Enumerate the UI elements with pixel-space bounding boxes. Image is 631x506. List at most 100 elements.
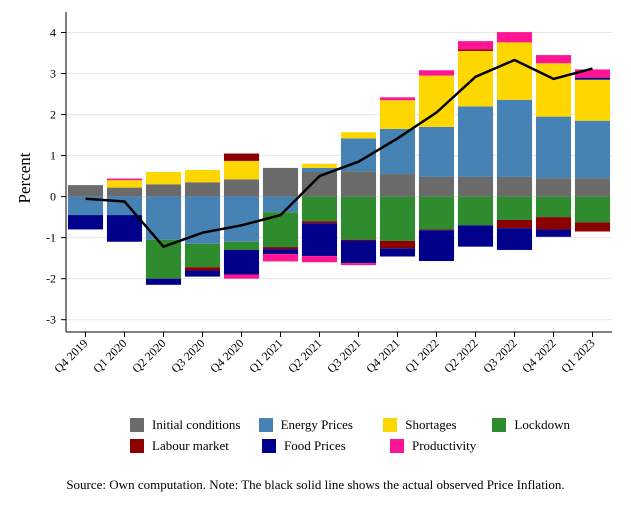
bar-food-prices <box>496 228 533 250</box>
legend-swatch <box>258 417 273 432</box>
bar-food-prices <box>67 215 104 230</box>
y-tick-label: 1 <box>50 149 56 163</box>
legend-label: Productivity <box>412 437 477 453</box>
bar-energy-prices <box>223 196 260 242</box>
bar-shortages <box>379 100 416 129</box>
legend: Initial conditions Energy Prices Shortag… <box>130 414 570 456</box>
y-tick-label: -1 <box>46 231 56 245</box>
y-tick-label: 0 <box>50 190 56 204</box>
bar-lockdown <box>457 196 494 226</box>
x-tick-label: Q2 2020 <box>129 336 168 375</box>
bar-labour-market <box>574 222 611 232</box>
bar-initial-conditions <box>496 176 533 197</box>
bar-initial-conditions <box>379 174 416 197</box>
x-tick-label: Q1 2023 <box>558 336 597 375</box>
bar-shortages <box>535 63 572 117</box>
bar-shortages <box>496 42 533 100</box>
bar-food-prices <box>106 215 143 242</box>
y-tick-label: -3 <box>46 313 56 327</box>
bar-labour-market <box>496 220 533 229</box>
bar-lockdown <box>340 196 377 240</box>
bar-productivity <box>340 263 377 266</box>
bar-energy-prices <box>262 196 299 213</box>
legend-label: Labour market <box>152 437 229 453</box>
bar-productivity <box>106 178 143 181</box>
bar-labour-market <box>340 239 377 241</box>
bar-shortages <box>184 169 221 183</box>
bar-productivity <box>496 32 533 43</box>
bar-shortages <box>340 132 377 139</box>
bar-initial-conditions <box>262 167 299 197</box>
source-note: Source: Own computation. Note: The black… <box>66 477 565 492</box>
x-tick-label: Q4 2021 <box>363 336 402 375</box>
legend-item-productivity: Productivity <box>390 438 476 454</box>
legend-item-lockdown: Lockdown <box>492 417 570 433</box>
x-tick-label: Q4 2020 <box>207 336 246 375</box>
bar-food-prices <box>379 248 416 257</box>
bar-food-prices <box>301 223 338 257</box>
bar-labour-market <box>457 49 494 51</box>
y-tick-label: -2 <box>46 272 56 286</box>
bar-energy-prices <box>301 167 338 172</box>
inflation-line-group <box>85 58 593 248</box>
bar-food-prices <box>184 270 221 277</box>
bar-energy-prices <box>496 99 533 177</box>
x-tick-label: Q1 2021 <box>246 336 285 375</box>
bar-lockdown <box>496 196 533 220</box>
bar-energy-prices <box>535 116 572 179</box>
bar-initial-conditions <box>184 182 221 197</box>
legend-swatch <box>390 438 404 453</box>
bar-labour-market <box>379 240 416 249</box>
bar-productivity <box>223 274 260 279</box>
legend-swatch <box>130 438 144 453</box>
bar-productivity <box>535 55 572 64</box>
bar-productivity <box>574 69 611 78</box>
bar-lockdown <box>184 243 221 268</box>
bar-productivity <box>418 70 455 76</box>
bar-food-prices <box>535 229 572 237</box>
bar-food-prices <box>262 249 299 255</box>
bar-initial-conditions <box>574 178 611 197</box>
x-tick-label: Q3 2022 <box>480 336 519 375</box>
legend-item-energy-prices: Energy Prices <box>258 416 384 433</box>
legend-item-food-prices: Food Prices <box>262 438 390 454</box>
bar-lockdown <box>535 196 572 218</box>
bar-energy-prices <box>418 126 455 177</box>
legend-row: Labour market Food Prices Productivity <box>130 435 570 456</box>
bar-lockdown <box>223 241 260 250</box>
bar-initial-conditions <box>457 176 494 197</box>
bar-initial-conditions <box>106 187 143 197</box>
bar-initial-conditions <box>223 179 260 197</box>
bar-energy-prices <box>574 120 611 179</box>
legend-swatch <box>383 417 398 432</box>
legend-label: Energy Prices <box>280 416 353 432</box>
x-tick-label: Q1 2022 <box>402 336 441 375</box>
bar-energy-prices <box>457 106 494 177</box>
bar-shortages <box>301 163 338 168</box>
bar-initial-conditions <box>340 171 377 197</box>
bar-productivity <box>301 256 338 263</box>
legend-item-initial-conditions: Initial conditions <box>130 417 259 433</box>
x-tick-label: Q4 2019 <box>51 336 90 375</box>
bar-initial-conditions <box>67 185 104 197</box>
x-tick-label: Q2 2022 <box>441 336 480 375</box>
bar-shortages <box>106 180 143 188</box>
legend-item-shortages: Shortages <box>383 417 492 433</box>
y-tick-label: 2 <box>50 108 56 122</box>
bar-initial-conditions <box>535 178 572 197</box>
legend-label: Initial conditions <box>152 416 241 432</box>
bar-labour-market <box>535 217 572 230</box>
legend-label: Shortages <box>405 416 457 432</box>
y-axis-title: Percent <box>15 152 34 203</box>
bar-labour-market <box>262 247 299 250</box>
legend-swatch <box>492 417 507 432</box>
x-tick-label: Q3 2021 <box>324 336 363 375</box>
bar-lockdown <box>301 196 338 222</box>
bar-labour-market <box>418 229 455 231</box>
bar-productivity <box>379 97 416 101</box>
bar-labour-market <box>223 153 260 161</box>
inflation-line <box>85 58 593 248</box>
y-tick-label: 4 <box>50 26 56 40</box>
x-tick-label: Q4 2022 <box>519 336 558 375</box>
